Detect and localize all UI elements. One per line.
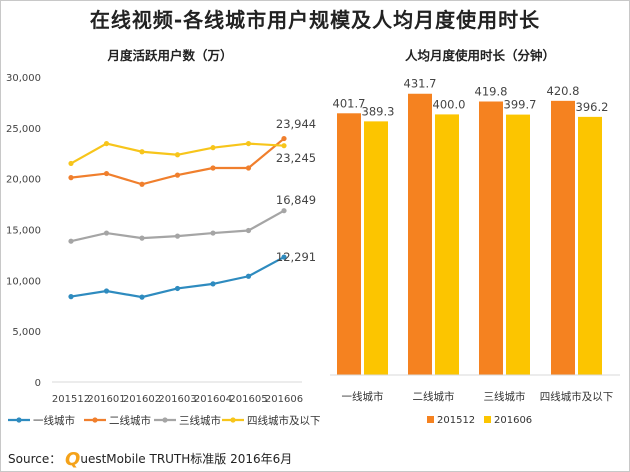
line-end-label: 16,849 bbox=[276, 193, 316, 207]
source-note: Source： QuestMobile TRUTH标准版 2016年6月 bbox=[8, 449, 292, 470]
source-label: Source： bbox=[8, 452, 62, 466]
bar-201512 bbox=[551, 100, 575, 375]
line-point bbox=[245, 227, 252, 234]
bar-201606 bbox=[435, 114, 459, 376]
bar-value-label: 401.7 bbox=[333, 96, 366, 110]
line-point bbox=[281, 208, 287, 214]
line-y-tick-label: 0 bbox=[35, 378, 41, 389]
bar-value-label: 419.8 bbox=[475, 85, 508, 99]
line-point bbox=[281, 254, 287, 260]
bar-chart-title: 人均月度使用时长（分钟） bbox=[404, 48, 555, 63]
line-legend-label: 四线城市及以下 bbox=[247, 414, 321, 427]
line-end-label: 23,944 bbox=[276, 117, 316, 131]
bar-x-tick-label: 一线城市 bbox=[342, 390, 384, 403]
line-x-tick-label: 201601 bbox=[87, 394, 125, 405]
line-legend-label: 三线城市 bbox=[179, 414, 221, 427]
bar-value-label: 399.7 bbox=[504, 98, 537, 112]
line-point bbox=[210, 230, 216, 236]
bar-value-label: 389.3 bbox=[362, 104, 395, 118]
line-point bbox=[210, 281, 216, 287]
bar-x-tick-label: 二线城市 bbox=[413, 390, 455, 403]
bar-x-tick-label: 四线城市及以下 bbox=[540, 390, 614, 403]
line-point bbox=[139, 235, 145, 241]
bar-201512 bbox=[479, 101, 503, 375]
bar-x-tick-label: 三线城市 bbox=[484, 390, 526, 403]
line-point bbox=[68, 238, 74, 244]
line-x-tick-label: 201604 bbox=[194, 394, 232, 405]
line-series-1 bbox=[70, 256, 285, 299]
line-point bbox=[210, 145, 216, 151]
bar-value-label: 420.8 bbox=[547, 84, 580, 98]
line-legend-marker bbox=[92, 417, 98, 423]
bar-201512 bbox=[337, 113, 361, 375]
line-legend-marker bbox=[230, 417, 236, 423]
line-point bbox=[68, 160, 74, 167]
bar-value-label: 400.0 bbox=[433, 97, 466, 111]
bar-legend-label: 201606 bbox=[494, 415, 532, 426]
line-point bbox=[103, 140, 110, 147]
bar-201512 bbox=[408, 93, 432, 376]
bar-legend-swatch bbox=[484, 416, 491, 423]
bar-value-label: 396.2 bbox=[576, 100, 609, 114]
line-x-tick-label: 201602 bbox=[123, 394, 161, 405]
line-point bbox=[103, 230, 110, 236]
line-point bbox=[245, 140, 252, 147]
line-point bbox=[174, 172, 181, 178]
line-y-tick-label: 30,000 bbox=[6, 73, 41, 84]
line-chart-title: 月度活跃用户数（万） bbox=[107, 48, 233, 63]
source-text: uestMobile TRUTH标准版 2016年6月 bbox=[80, 452, 293, 466]
line-y-tick-label: 15,000 bbox=[6, 226, 41, 237]
bar-201606 bbox=[506, 114, 530, 375]
line-point bbox=[281, 143, 287, 149]
line-x-tick-label: 201512 bbox=[52, 394, 90, 405]
line-end-label: 23,245 bbox=[276, 151, 316, 165]
bar-legend-label: 201512 bbox=[437, 415, 475, 426]
line-point bbox=[245, 273, 252, 279]
line-x-tick-label: 201603 bbox=[158, 394, 196, 405]
line-point bbox=[245, 165, 252, 171]
line-y-tick-label: 20,000 bbox=[6, 175, 41, 186]
bar-201606 bbox=[364, 121, 388, 375]
line-legend-label: 二线城市 bbox=[109, 414, 151, 427]
line-point bbox=[210, 165, 216, 171]
line-y-tick-label: 25,000 bbox=[6, 124, 41, 135]
line-legend-marker bbox=[162, 417, 168, 423]
bar-201606 bbox=[578, 116, 602, 375]
line-point bbox=[174, 233, 181, 239]
questmobile-logo-q: Q bbox=[65, 449, 81, 470]
line-x-tick-label: 201605 bbox=[229, 394, 267, 405]
line-x-tick-label: 201606 bbox=[265, 394, 303, 405]
line-point bbox=[68, 175, 74, 181]
line-point bbox=[103, 170, 110, 177]
line-point bbox=[139, 294, 145, 300]
bar-legend-swatch bbox=[427, 416, 434, 423]
line-end-label: 12,291 bbox=[276, 250, 316, 264]
bar-value-label: 431.7 bbox=[404, 77, 437, 91]
line-point bbox=[68, 294, 74, 300]
line-y-tick-label: 5,000 bbox=[12, 327, 41, 338]
page-title: 在线视频-各线城市用户规模及人均月度使用时长 bbox=[89, 8, 541, 32]
line-point bbox=[281, 135, 287, 142]
line-point bbox=[174, 285, 181, 292]
line-point bbox=[139, 149, 145, 155]
line-point bbox=[174, 152, 181, 158]
line-point bbox=[139, 181, 145, 187]
line-y-tick-label: 10,000 bbox=[6, 276, 41, 287]
line-chart: 0 5,000 10,000 15,000 20,000 25,000 30,000 201… bbox=[6, 73, 321, 427]
line-legend-marker bbox=[16, 417, 22, 423]
line-legend-label: 一线城市 bbox=[33, 414, 75, 427]
line-point bbox=[103, 288, 110, 294]
